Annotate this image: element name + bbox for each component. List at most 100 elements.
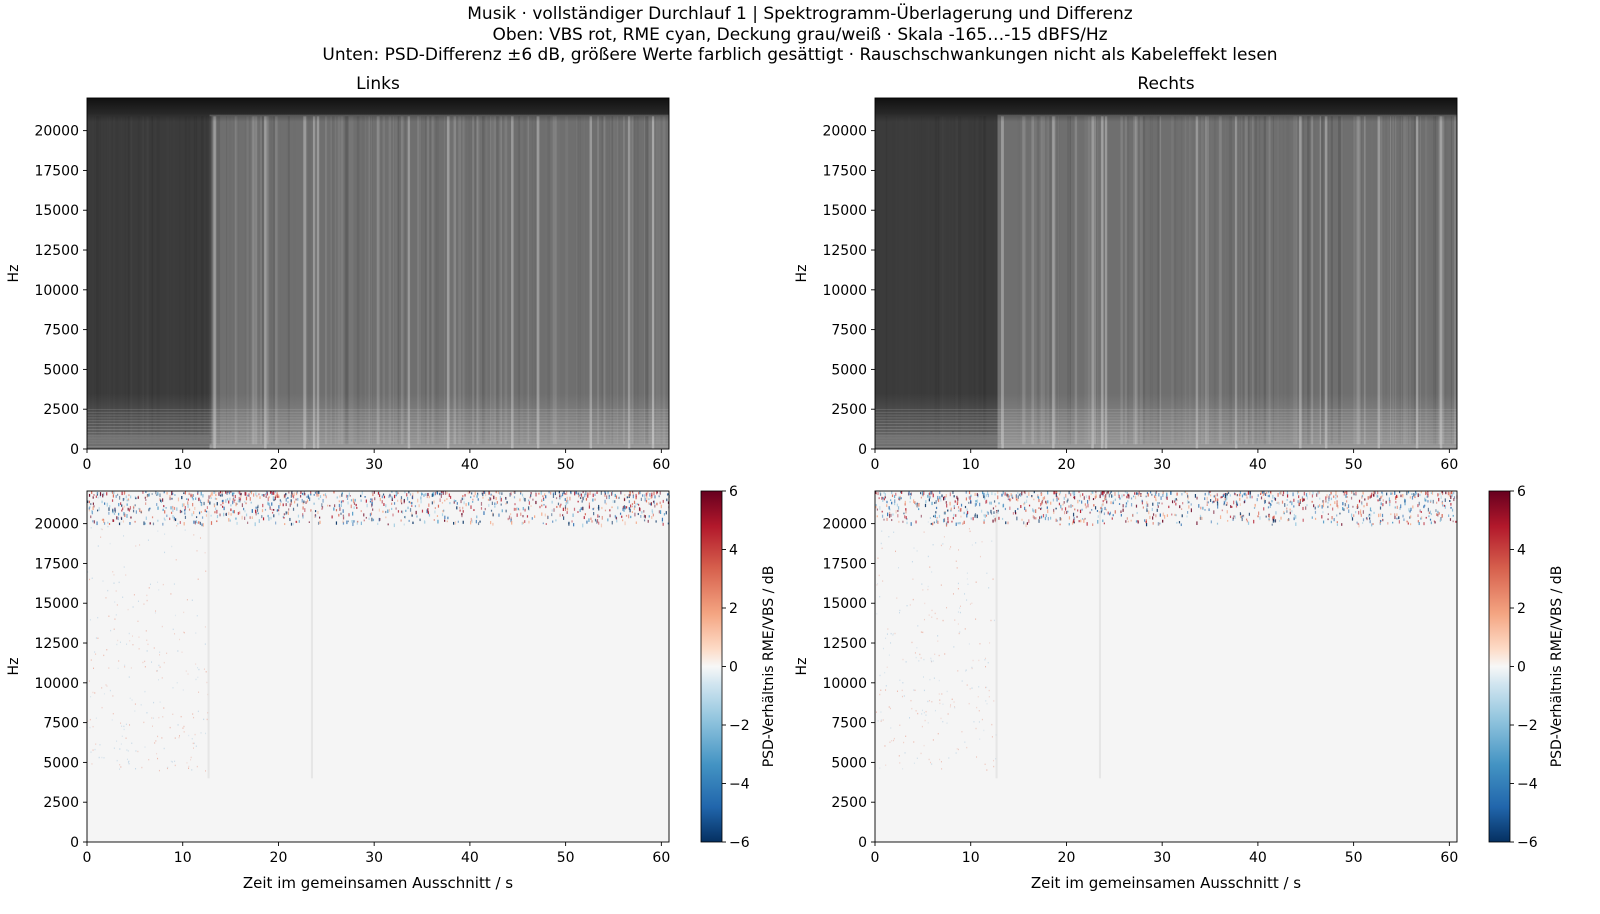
noise-speck	[628, 495, 630, 497]
noise-speck	[651, 494, 653, 499]
noise-speck	[1435, 509, 1437, 512]
noise-speck	[1451, 493, 1453, 497]
sparse-speck	[183, 731, 185, 733]
noise-speck	[1132, 514, 1134, 517]
noise-speck	[1286, 510, 1288, 513]
noise-speck	[188, 508, 191, 511]
noise-speck	[1265, 515, 1267, 518]
noise-speck	[98, 507, 100, 511]
sparse-speck	[916, 550, 918, 552]
texture-column	[606, 116, 609, 445]
noise-speck	[1358, 510, 1360, 515]
noise-speck	[545, 523, 547, 525]
noise-speck	[1440, 517, 1442, 521]
noise-speck	[483, 491, 486, 494]
noise-speck	[449, 502, 451, 505]
noise-speck	[213, 491, 215, 494]
noise-speck	[1305, 493, 1308, 497]
texture-column	[151, 116, 153, 445]
sparse-speck	[891, 740, 893, 742]
noise-speck	[1047, 491, 1049, 495]
noise-speck	[459, 509, 461, 512]
texture-column	[952, 116, 956, 445]
noise-speck	[306, 499, 309, 503]
texture-column	[378, 116, 381, 445]
sparse-speck	[166, 652, 168, 654]
noise-speck	[618, 496, 620, 499]
noise-speck	[910, 493, 912, 496]
bright-column	[1439, 116, 1443, 449]
texture-column	[1180, 116, 1183, 445]
noise-speck	[453, 501, 455, 504]
sparse-speck	[157, 581, 159, 583]
texture-column	[380, 116, 383, 445]
noise-speck	[937, 498, 939, 501]
noise-speck	[1125, 520, 1127, 523]
noise-speck	[290, 494, 292, 498]
texture-column	[921, 116, 924, 445]
sparse-speck	[145, 630, 147, 632]
sparse-speck	[942, 619, 944, 622]
y-axis-label: Hz	[794, 265, 810, 283]
noise-speck	[640, 497, 642, 501]
texture-column	[345, 116, 349, 445]
noise-speck	[879, 491, 881, 495]
noise-speck	[929, 496, 931, 499]
y-tick-label: 17500	[34, 163, 79, 179]
texture-column	[453, 116, 457, 445]
noise-speck	[222, 499, 224, 502]
noise-speck	[194, 521, 196, 525]
texture-column	[494, 116, 496, 445]
noise-speck	[145, 499, 147, 501]
noise-speck	[949, 501, 951, 506]
noise-speck	[428, 495, 430, 499]
noise-speck	[290, 501, 292, 506]
noise-speck	[219, 513, 221, 517]
noise-speck	[900, 491, 902, 494]
noise-speck	[505, 497, 507, 501]
noise-speck	[1316, 493, 1318, 497]
noise-speck	[1164, 514, 1166, 519]
noise-speck	[650, 502, 653, 506]
texture-column	[398, 116, 400, 445]
noise-speck	[1339, 512, 1341, 515]
noise-speck	[381, 495, 383, 499]
noise-speck	[385, 516, 387, 519]
noise-speck	[228, 491, 231, 495]
texture-column	[420, 116, 422, 445]
noise-speck	[521, 521, 523, 525]
sparse-speck	[931, 616, 933, 618]
noise-speck	[1257, 494, 1259, 497]
noise-speck	[464, 493, 466, 497]
noise-speck	[897, 509, 899, 512]
y-tick-label: 17500	[822, 556, 867, 572]
sparse-speck	[137, 620, 139, 623]
sparse-speck	[913, 689, 915, 691]
noise-speck	[541, 512, 543, 516]
y-axis-label: Hz	[6, 658, 22, 676]
noise-speck	[188, 492, 190, 496]
noise-speck	[530, 494, 532, 497]
noise-speck	[289, 503, 291, 507]
noise-speck	[930, 522, 932, 525]
texture-column	[1317, 116, 1321, 445]
noise-speck	[1220, 496, 1222, 499]
noise-speck	[1137, 521, 1139, 524]
noise-speck	[1007, 521, 1009, 525]
noise-speck	[522, 496, 525, 501]
noise-speck	[96, 521, 98, 526]
noise-speck	[575, 491, 577, 494]
texture-column	[949, 116, 951, 445]
texture-column	[171, 116, 174, 445]
x-tick-label: 10	[962, 457, 980, 473]
noise-speck	[1008, 498, 1010, 501]
texture-column	[184, 116, 188, 445]
texture-column	[919, 116, 921, 445]
noise-speck	[1421, 516, 1423, 520]
noise-speck	[1073, 496, 1075, 499]
sparse-speck	[116, 604, 118, 606]
noise-speck	[1379, 506, 1382, 510]
texture-column	[436, 116, 439, 445]
noise-speck	[1212, 501, 1214, 504]
panels-layer: 0 10 20 30 40 50 60025005000750010000125001500…	[6, 74, 1565, 892]
